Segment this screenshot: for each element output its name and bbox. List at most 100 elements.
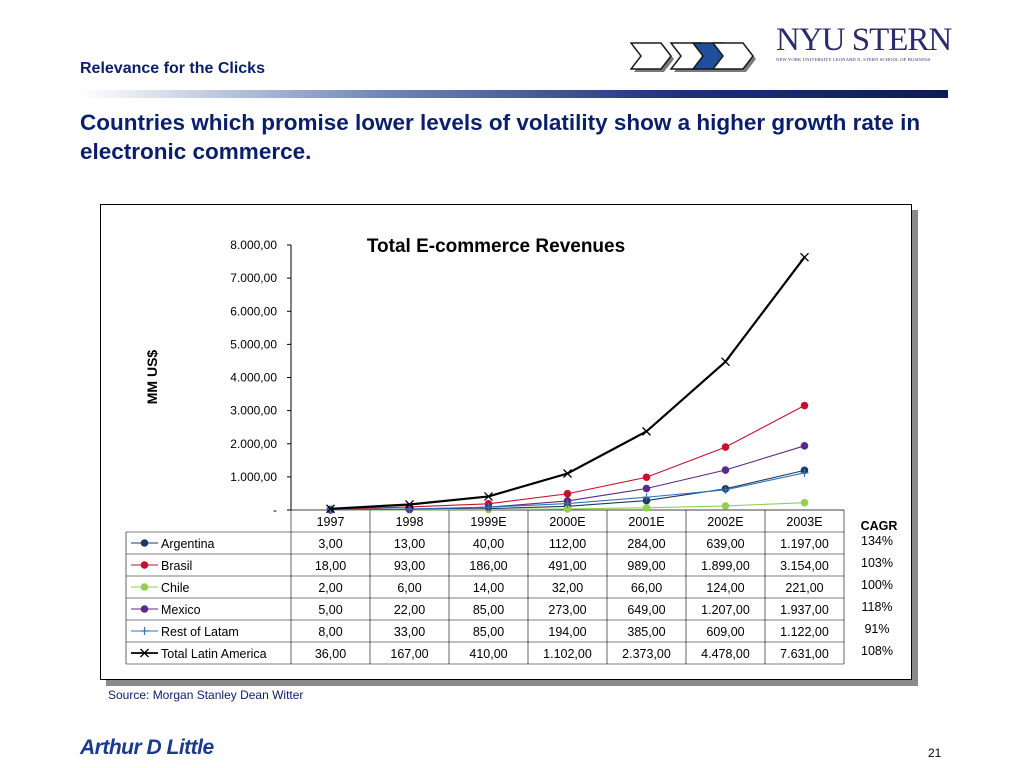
table-cell-rest-of-latam: 194,00: [548, 625, 586, 639]
legend-marker-total-latin-america: [140, 648, 149, 658]
data-point-rest-of-latam: [563, 499, 572, 508]
table-cell-chile: 124,00: [706, 581, 744, 595]
legend-marker-brasil: [140, 561, 149, 569]
x-category-label: 1999E: [470, 515, 506, 529]
chart-frame: Total E-commerce Revenues MM US$ - 1.000,00…: [100, 204, 912, 680]
data-point-brasil: [642, 473, 651, 482]
legend-marker-chile: [140, 583, 149, 591]
data-point-rest-of-latam: [721, 485, 730, 494]
legend-label-mexico: Mexico: [161, 603, 201, 617]
data-point-brasil: [800, 401, 809, 410]
table-cell-total-latin-america: 36,00: [315, 647, 346, 661]
data-point-total-latin-america: [405, 500, 414, 509]
y-axis-label: MM US$: [144, 350, 160, 405]
legend-label-chile: Chile: [161, 581, 190, 595]
table-cell-total-latin-america: 7.631,00: [780, 647, 829, 661]
y-tick-label: 5.000,00: [230, 337, 277, 351]
table-cell-chile: 32,00: [552, 581, 583, 595]
data-point-mexico: [721, 466, 730, 474]
y-tick-label: 6.000,00: [230, 304, 277, 318]
table-cell-chile: 221,00: [785, 581, 823, 595]
legend-marker-rest-of-latam: [140, 627, 149, 635]
source-note: Source: Morgan Stanley Dean Witter: [108, 688, 304, 702]
y-tick-label: 8.000,00: [230, 238, 277, 252]
table-cell-chile: 66,00: [631, 581, 662, 595]
legend-label-brasil: Brasil: [161, 559, 192, 573]
nyu-stern-logo-text: NYU STERN: [776, 22, 952, 58]
table-cell-rest-of-latam: 385,00: [627, 625, 665, 639]
table-cell-rest-of-latam: 1.122,00: [780, 625, 829, 639]
table-cell-mexico: 5,00: [318, 603, 342, 617]
table-cell-argentina: 284,00: [627, 537, 665, 551]
table-cell-mexico: 1.207,00: [701, 603, 750, 617]
nav-arrow-1-icon: [630, 42, 674, 72]
data-point-chile: [800, 498, 809, 507]
data-point-brasil: [563, 489, 572, 498]
table-cell-total-latin-america: 4.478,00: [701, 647, 750, 661]
header-divider: [80, 90, 948, 98]
cagr-value-brasil: 103%: [861, 556, 893, 570]
table-cell-mexico: 273,00: [548, 603, 586, 617]
legend-marker-argentina: [140, 539, 149, 547]
y-tick-label: 1.000,00: [230, 470, 277, 484]
table-cell-total-latin-america: 167,00: [390, 647, 428, 661]
legend-label-argentina: Argentina: [161, 537, 215, 551]
cagr-value-argentina: 134%: [861, 534, 893, 548]
data-point-total-latin-america: [326, 504, 335, 514]
table-cell-argentina: 639,00: [706, 537, 744, 551]
y-tick-label: 2.000,00: [230, 437, 277, 451]
legend-label-total-latin-america: Total Latin America: [161, 647, 267, 661]
table-cell-mexico: 649,00: [627, 603, 665, 617]
data-point-total-latin-america: [721, 357, 730, 367]
table-cell-argentina: 3,00: [318, 537, 342, 551]
y-tick-label: 4.000,00: [230, 371, 277, 385]
table-cell-argentina: 1.197,00: [780, 537, 829, 551]
data-point-total-latin-america: [484, 491, 493, 501]
data-point-total-latin-america: [563, 469, 572, 478]
table-cell-brasil: 18,00: [315, 559, 346, 573]
x-category-label: 1997: [317, 515, 345, 529]
table-cell-chile: 14,00: [473, 581, 504, 595]
table-cell-rest-of-latam: 8,00: [318, 625, 342, 639]
table-cell-brasil: 989,00: [627, 559, 665, 573]
data-point-mexico: [642, 484, 651, 493]
table-cell-brasil: 186,00: [469, 559, 507, 573]
chart-title: Total E-commerce Revenues: [367, 236, 625, 257]
legend-label-rest-of-latam: Rest of Latam: [161, 625, 239, 639]
data-point-chile: [642, 504, 651, 512]
data-point-chile: [721, 502, 730, 510]
legend-marker-mexico: [140, 605, 149, 613]
x-category-label: 2001E: [628, 515, 664, 529]
revenue-chart: Total E-commerce Revenues MM US$ - 1.000,00…: [125, 236, 897, 665]
table-cell-mexico: 1.937,00: [780, 603, 829, 617]
table-cell-brasil: 3.154,00: [780, 559, 829, 573]
y-tick-label: -: [273, 503, 277, 517]
data-point-total-latin-america: [642, 426, 651, 436]
y-tick-label: 7.000,00: [230, 271, 277, 285]
table-cell-total-latin-america: 1.102,00: [543, 647, 592, 661]
nav-arrow-4-icon: [711, 42, 756, 72]
table-cell-argentina: 13,00: [394, 537, 425, 551]
table-cell-argentina: 40,00: [473, 537, 504, 551]
y-tick-label: 3.000,00: [230, 404, 277, 418]
table-cell-total-latin-america: 410,00: [469, 647, 507, 661]
table-cell-rest-of-latam: 33,00: [394, 625, 425, 639]
x-category-label: 1998: [396, 515, 424, 529]
data-point-mexico: [800, 442, 809, 450]
table-cell-total-latin-america: 2.373,00: [622, 647, 671, 661]
table-cell-mexico: 22,00: [394, 603, 425, 617]
table-cell-brasil: 93,00: [394, 559, 425, 573]
nyu-stern-logo: NYU STERN NEW YORK UNIVERSITY LEONARD N.…: [776, 22, 952, 62]
nyu-stern-logo-subtitle: NEW YORK UNIVERSITY LEONARD N. STERN SCH…: [776, 57, 931, 62]
table-cell-brasil: 491,00: [548, 559, 586, 573]
x-category-label: 2003E: [786, 515, 822, 529]
table-cell-rest-of-latam: 609,00: [706, 625, 744, 639]
arthur-d-little-logo: Arthur D Little: [80, 736, 214, 759]
data-point-rest-of-latam: [484, 503, 493, 512]
table-cell-chile: 6,00: [397, 581, 421, 595]
navigation-arrows[interactable]: [630, 42, 758, 76]
slide-headline: Countries which promise lower levels of …: [80, 110, 921, 164]
table-cell-brasil: 1.899,00: [701, 559, 750, 573]
cagr-value-total-latin-america: 108%: [861, 644, 893, 658]
data-point-rest-of-latam: [642, 493, 651, 502]
